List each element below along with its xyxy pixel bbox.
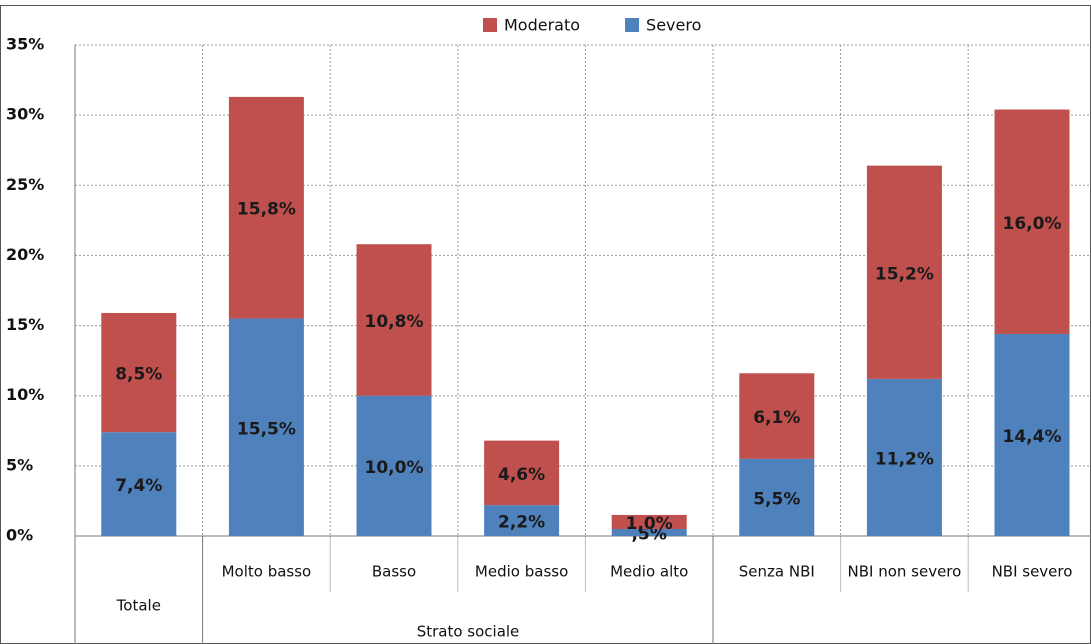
value-label: 10,8%: [365, 312, 424, 332]
y-tick-label: 25%: [6, 175, 44, 194]
y-tick-label: 35%: [6, 35, 44, 54]
bar-segment: [866, 165, 942, 379]
value-label: 14,4%: [1003, 427, 1062, 447]
value-label: 5,5%: [753, 489, 800, 509]
legend-label: Moderato: [504, 16, 580, 35]
bar-segment: [101, 432, 177, 536]
value-label: 15,8%: [237, 200, 296, 220]
value-label: ,5%: [632, 524, 667, 544]
legend-swatch: [483, 18, 497, 32]
value-label: 10,0%: [365, 458, 424, 478]
x-tick-label: Medio basso: [475, 563, 568, 581]
bar-segment: [228, 318, 304, 536]
x-tick-label: NBI severo: [992, 563, 1073, 581]
value-label: 4,6%: [498, 465, 545, 485]
bar-segment: [739, 373, 815, 459]
y-tick-label: 20%: [6, 245, 44, 264]
legend-label: Severo: [646, 16, 701, 35]
x-tick-label: Senza NBI: [739, 563, 815, 581]
y-tick-label: 5%: [6, 455, 33, 474]
x-tick-label: Basso: [372, 563, 416, 581]
legend-swatch: [625, 18, 640, 32]
value-label: 6,1%: [753, 408, 800, 428]
bar-segment: [101, 312, 177, 433]
bar-segment: [484, 440, 560, 506]
bar-segment: [228, 96, 304, 319]
value-label: 15,5%: [237, 419, 296, 439]
value-label: 15,2%: [875, 264, 934, 284]
bar-segment: [994, 333, 1070, 536]
bar-segment: [866, 378, 942, 536]
y-tick-label: 10%: [6, 385, 44, 404]
x-tick-label: Medio alto: [610, 563, 688, 581]
value-label: 11,2%: [875, 449, 934, 469]
value-label: 8,5%: [115, 365, 162, 385]
bar-segment: [484, 505, 560, 536]
group-label: Strato sociale: [417, 623, 520, 641]
bar-segment: [356, 395, 432, 536]
value-label: 16,0%: [1003, 214, 1062, 234]
x-tick-label: NBI non severo: [847, 563, 961, 581]
bar-segment: [739, 458, 815, 536]
y-tick-label: 0%: [6, 526, 33, 545]
value-label: 2,2%: [498, 513, 545, 533]
bar-segment: [611, 528, 687, 536]
y-tick-label: 15%: [6, 315, 44, 334]
value-label: 1,0%: [626, 514, 673, 534]
bar-segment: [611, 514, 687, 529]
bar-segment: [356, 244, 432, 396]
x-tick-label: Totale: [116, 597, 161, 615]
bar-segment: [994, 109, 1070, 334]
x-tick-label: Molto basso: [222, 563, 312, 581]
y-tick-label: 30%: [6, 105, 44, 124]
value-label: 7,4%: [115, 476, 162, 496]
